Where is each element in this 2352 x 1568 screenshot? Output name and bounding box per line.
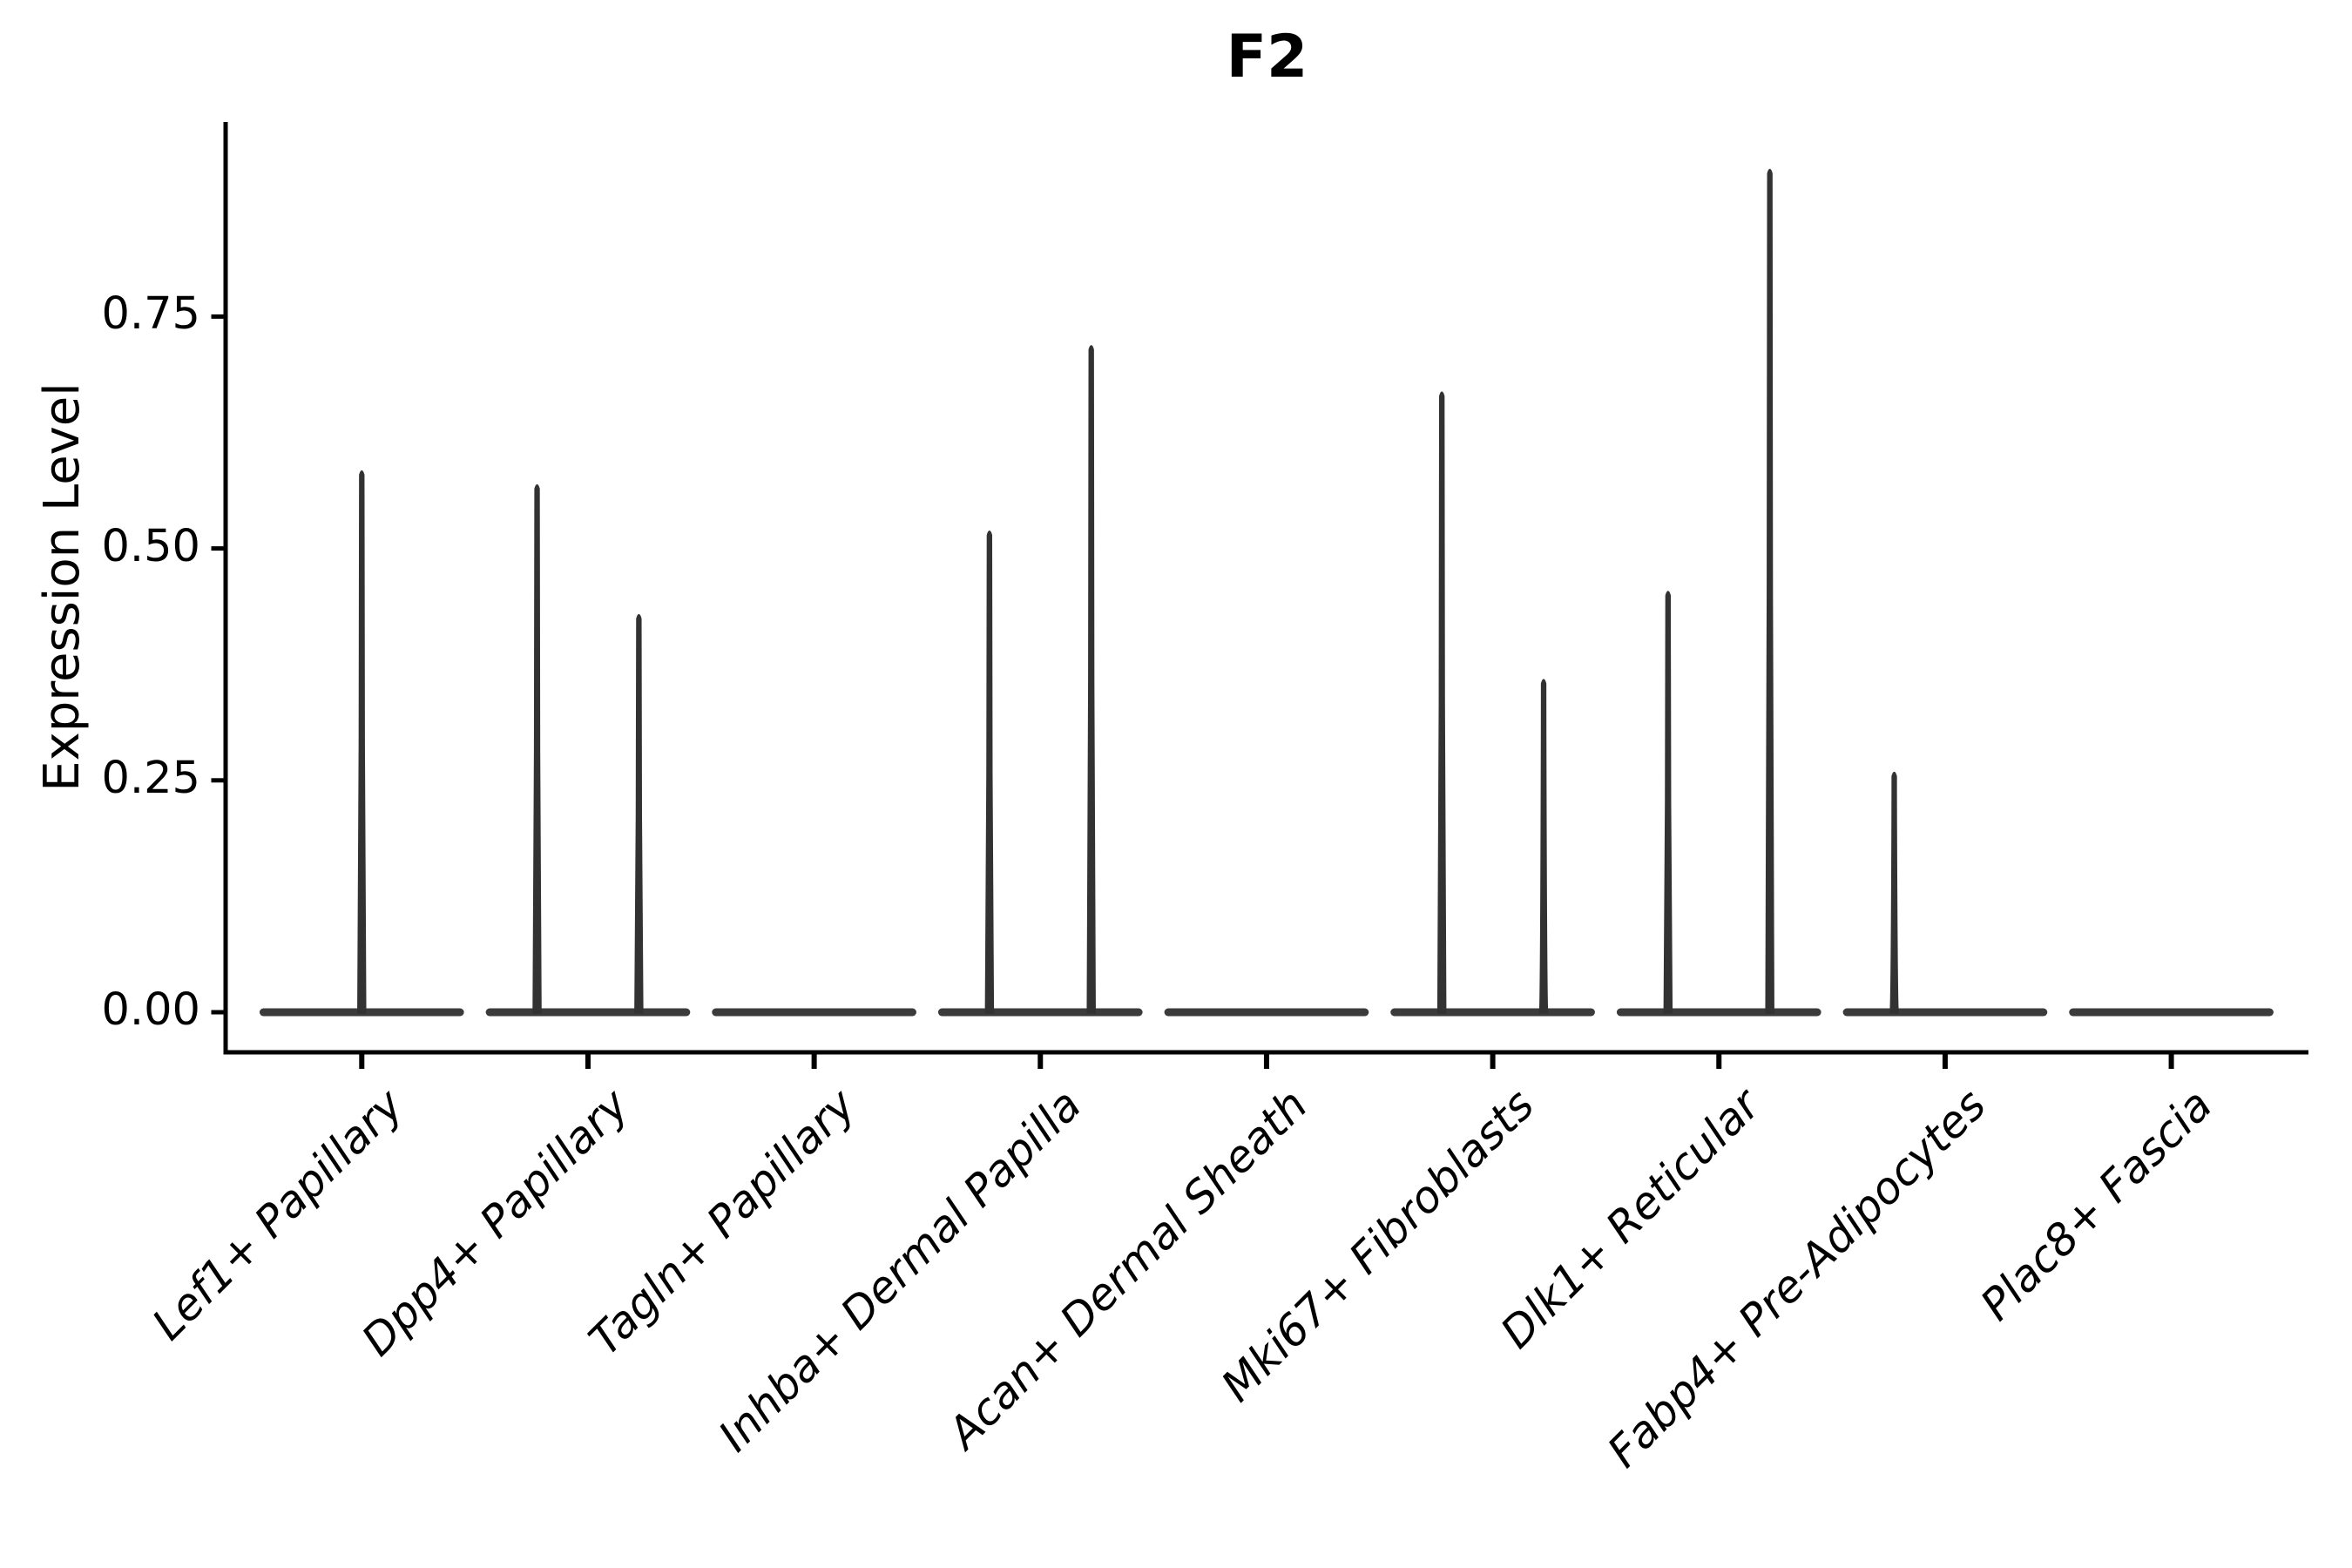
violin-density-spike: [1086, 345, 1096, 1014]
y-tick-label: 0.50: [101, 520, 200, 572]
violin-density-spike: [1889, 771, 1899, 1014]
chart-title: F2: [1226, 23, 1308, 91]
y-axis-title: Expression Level: [34, 382, 91, 792]
y-tick-label: 0.00: [101, 984, 200, 1036]
violin-density-spike: [1765, 168, 1774, 1014]
violin-density-spike: [1538, 679, 1549, 1014]
violin-density-spike: [984, 531, 995, 1014]
y-tick-label: 0.75: [101, 288, 200, 341]
violin-density-spike: [1663, 591, 1673, 1014]
violin-density-spike: [532, 483, 542, 1014]
violin-density-spike: [1436, 391, 1447, 1014]
violin-density-spike: [357, 470, 367, 1014]
y-tick-label: 0.25: [101, 752, 200, 804]
violin-density-spike: [634, 613, 644, 1014]
